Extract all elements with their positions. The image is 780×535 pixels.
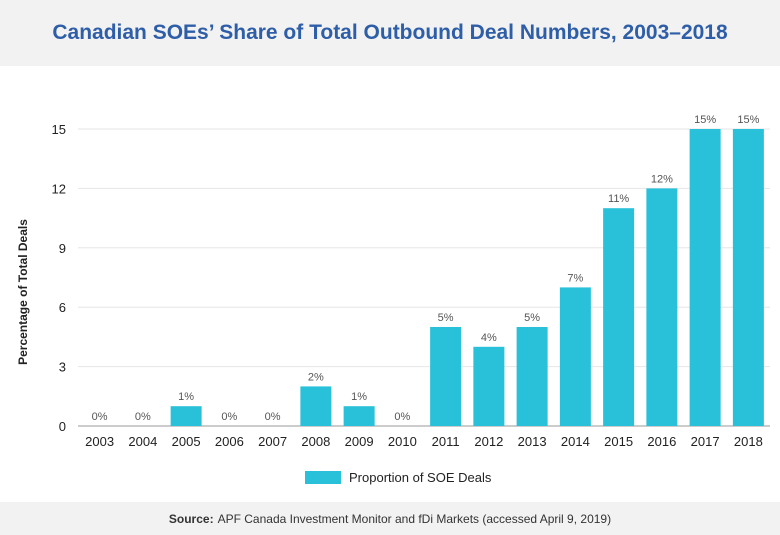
- data-label-2004: 0%: [135, 411, 151, 423]
- x-tick-label-2018: 2018: [734, 434, 763, 449]
- x-tick-label-2016: 2016: [647, 434, 676, 449]
- source-band: Source: APF Canada Investment Monitor an…: [0, 502, 780, 535]
- legend-swatch: [305, 471, 341, 484]
- data-label-2017: 15%: [694, 114, 716, 126]
- bar-2005: [170, 406, 202, 426]
- bar-2013: [516, 327, 548, 426]
- chart-title: Canadian SOEs’ Share of Total Outbound D…: [52, 21, 728, 44]
- data-label-2012: 4%: [481, 332, 497, 344]
- y-tick-label: 6: [59, 300, 66, 315]
- bars: [170, 129, 764, 426]
- bar-2016: [646, 188, 678, 426]
- y-tick-label: 0: [59, 419, 66, 434]
- data-labels: 0% 0% 1% 0% 0% 2% 1% 0% 5% 4% 5% 7% 11% 12% 15% 15%: [92, 114, 760, 423]
- x-tick-label-2014: 2014: [561, 434, 590, 449]
- x-tick-label-2015: 2015: [604, 434, 633, 449]
- data-label-2008: 2%: [308, 371, 324, 383]
- data-label-2011: 5%: [438, 312, 454, 324]
- x-tick-label-2004: 2004: [128, 434, 157, 449]
- data-label-2007: 0%: [265, 411, 281, 423]
- x-tick-label-2009: 2009: [345, 434, 374, 449]
- x-tick-label-2010: 2010: [388, 434, 417, 449]
- bar-2008: [300, 386, 332, 426]
- x-tick-label-2003: 2003: [85, 434, 114, 449]
- bar-2011: [430, 327, 462, 426]
- source-label: Source:: [168, 511, 214, 526]
- data-label-2006: 0%: [221, 411, 237, 423]
- y-tick-label: 3: [59, 360, 66, 375]
- bar-chart: 0 3 6 9 12 15 0% 0% 1% 0% 0% 2% 1% 0% 5% 4% 5% 7% 11% 12% 1…: [16, 114, 770, 485]
- legend: Proportion of SOE Deals: [305, 470, 492, 485]
- bar-2014: [559, 287, 591, 426]
- data-label-2009: 1%: [351, 391, 367, 403]
- bar-2009: [343, 406, 375, 426]
- data-label-2010: 0%: [394, 411, 410, 423]
- data-label-2015: 11%: [608, 193, 629, 205]
- title-band: Canadian SOEs’ Share of Total Outbound D…: [0, 0, 780, 66]
- data-label-2003: 0%: [92, 411, 108, 423]
- data-label-2013: 5%: [524, 312, 540, 324]
- x-tick-label-2007: 2007: [258, 434, 287, 449]
- legend-label: Proportion of SOE Deals: [349, 470, 492, 485]
- x-tick-label-2008: 2008: [301, 434, 330, 449]
- x-tick-label-2005: 2005: [172, 434, 201, 449]
- data-label-2005: 1%: [178, 391, 194, 403]
- x-tick-label-2012: 2012: [474, 434, 503, 449]
- y-tick-label: 12: [52, 181, 66, 196]
- bar-2017: [689, 129, 721, 426]
- x-tick-label-2017: 2017: [691, 434, 720, 449]
- y-tick-label: 15: [52, 122, 66, 137]
- data-label-2014: 7%: [567, 272, 583, 284]
- x-tick-label-2006: 2006: [215, 434, 244, 449]
- x-tick-label-2013: 2013: [518, 434, 547, 449]
- y-axis-ticks: 0 3 6 9 12 15: [52, 122, 66, 434]
- source-text: APF Canada Investment Monitor and fDi Ma…: [217, 511, 612, 526]
- bar-2015: [603, 208, 635, 426]
- data-label-2018: 15%: [737, 114, 759, 126]
- y-axis-label: Percentage of Total Deals: [16, 219, 30, 365]
- x-axis-ticks: 2003 2004 2005 2006 2007 2008 2009 2010 2011 2012…: [85, 434, 763, 449]
- bar-2012: [473, 346, 505, 426]
- x-tick-label-2011: 2011: [432, 434, 460, 449]
- data-label-2016: 12%: [651, 173, 673, 185]
- bar-2018: [732, 129, 764, 426]
- y-tick-label: 9: [59, 241, 66, 256]
